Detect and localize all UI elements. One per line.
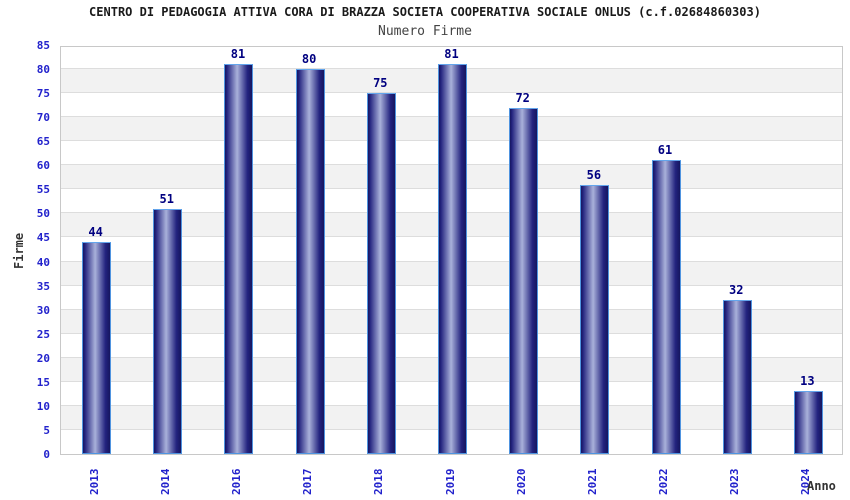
bar-value-label: 61 [657,143,673,158]
y-tick-label: 30 [36,303,50,317]
x-tick-label: 2014 [158,468,172,496]
y-tick-label: 40 [36,255,50,269]
plot-area [60,46,843,455]
chart-title: CENTRO DI PEDAGOGIA ATTIVA CORA DI BRAZZ… [89,5,761,19]
y-axis-title: Firme [12,232,26,270]
bar-value-label: 75 [373,76,388,91]
y-tick-label: 25 [36,327,50,341]
y-tick-label: 85 [36,39,50,52]
x-tick-label: 2021 [585,468,599,496]
x-tick-label: 2023 [728,468,742,496]
y-tick-label: 75 [36,87,50,101]
bar-value-label: 13 [800,374,815,389]
x-tick-label: 2018 [372,468,386,496]
y-tick-label: 45 [36,231,50,245]
bar-value-label: 72 [515,90,530,105]
x-tick-label: 2016 [229,468,243,496]
y-tick-label: 10 [36,399,50,413]
bar-value-label: 81 [230,47,246,62]
bar [82,242,112,454]
x-tick-label: 2017 [301,468,315,496]
bar [295,69,325,454]
bar-value-label: 81 [444,47,459,62]
y-tick-label: 65 [36,135,50,149]
bar [580,184,610,454]
y-tick-label: 50 [36,207,50,221]
y-tick-label: 15 [36,375,50,389]
bar-value-label: 44 [88,225,103,240]
bar-value-label: 32 [728,283,744,298]
y-tick-label: 35 [36,279,50,293]
y-tick-label: 0 [43,448,50,461]
y-tick-label: 70 [36,111,50,125]
y-tick-label: 20 [36,351,50,365]
bar [722,300,752,454]
x-tick-label: 2020 [514,468,528,496]
bar [438,64,467,454]
chart-subtitle: Numero Firme [378,24,472,39]
y-tick-label: 80 [36,63,50,77]
y-tick-label: 60 [36,159,50,173]
bar [366,93,396,454]
x-axis-title: Anno [807,479,836,493]
y-tick-label: 5 [43,423,50,437]
bar-value-label: 56 [586,167,602,182]
bar [651,160,681,454]
bar [153,208,183,454]
bar-value-label: 51 [159,191,174,206]
bar [793,391,823,454]
bar [509,107,539,454]
bar [224,64,254,454]
x-tick-label: 2019 [443,468,457,496]
y-tick-label: 55 [36,183,50,197]
x-tick-label: 2022 [657,468,671,496]
bar-value-label: 80 [301,52,317,67]
x-tick-label: 2013 [87,468,101,496]
